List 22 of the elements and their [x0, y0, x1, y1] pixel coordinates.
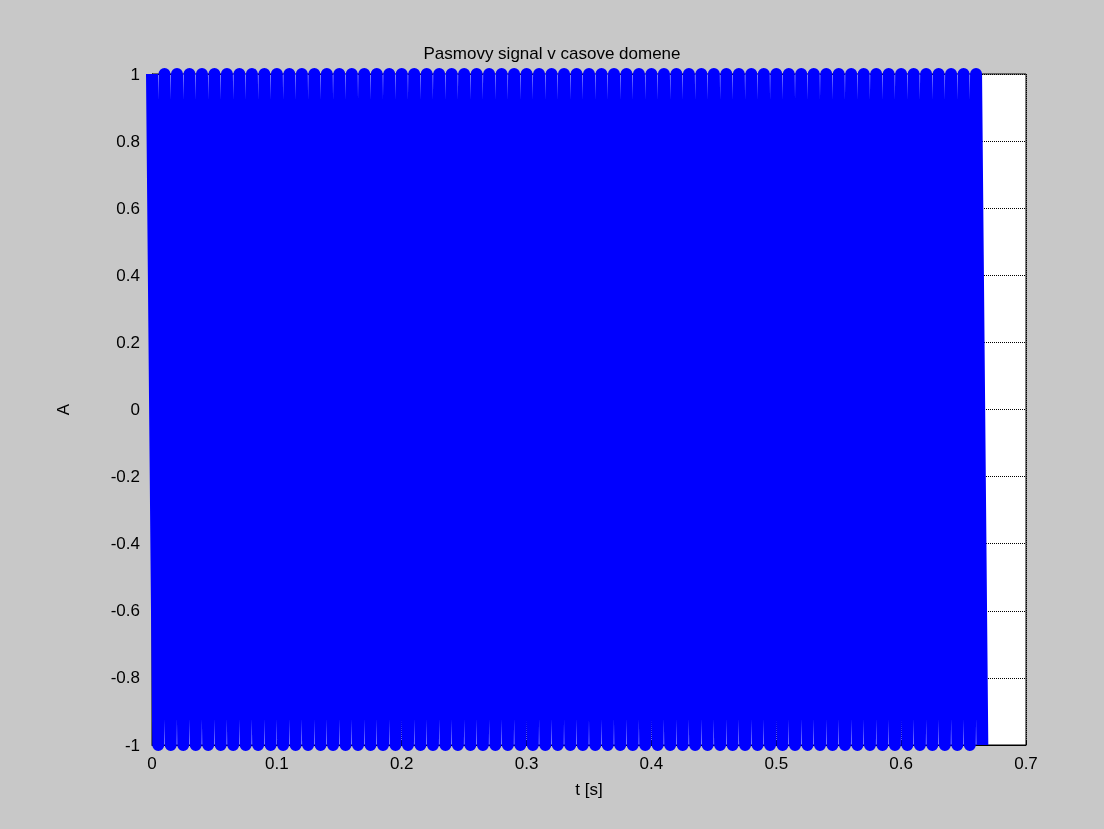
x-tick-label: 0.6 [889, 754, 913, 773]
y-tick-label: -0.6 [110, 601, 140, 621]
x-tick-label: 0.5 [764, 754, 789, 773]
x-tick-label: 0.3 [514, 754, 539, 773]
x-tick-label: 0.2 [389, 754, 414, 773]
x-tick-label: 0.4 [639, 754, 664, 773]
x-axis-title: t [s] [575, 780, 603, 799]
y-tick-label: 0.4 [116, 265, 140, 285]
y-tick-label: 1 [130, 64, 140, 84]
y-tick-label: -0.8 [110, 668, 140, 688]
x-tick-label: 0.1 [265, 754, 289, 773]
y-tick-label: 0 [130, 400, 140, 419]
y-tick-label: -0.4 [110, 534, 140, 554]
y-tick-label: -1 [124, 735, 140, 755]
y-axis-title: A [54, 403, 73, 416]
y-tick-label: 0.8 [116, 131, 140, 151]
y-tick-label: 0.6 [116, 198, 140, 218]
chart-title: Pasmovy signal v casove domene [423, 44, 681, 63]
y-tick-label: -0.2 [110, 467, 140, 487]
y-tick-label: 0.2 [116, 332, 140, 352]
x-tick-label: 0 [147, 754, 157, 773]
x-tick-label: 0.7 [1014, 754, 1038, 773]
